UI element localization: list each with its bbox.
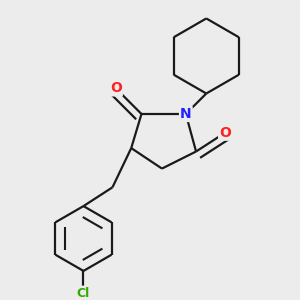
Text: O: O <box>219 126 231 140</box>
Text: O: O <box>110 81 122 95</box>
Text: Cl: Cl <box>77 286 90 300</box>
Text: N: N <box>180 107 192 121</box>
